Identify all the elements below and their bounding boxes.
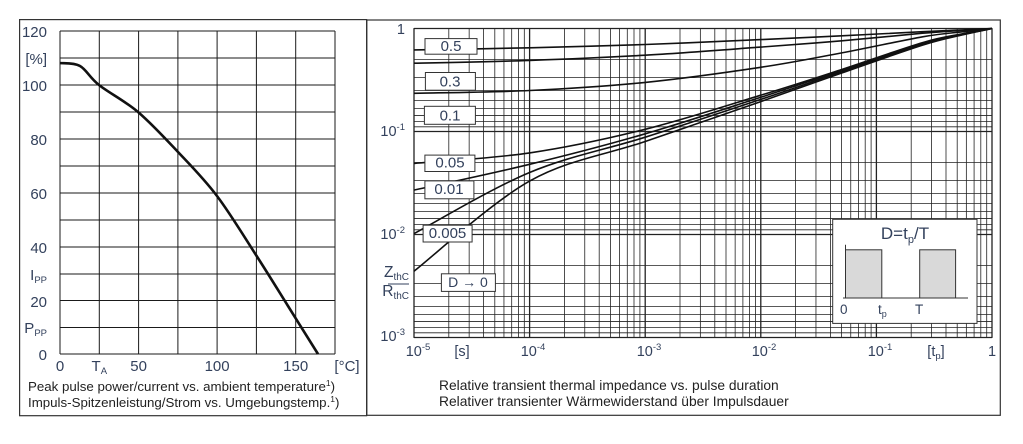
svg-text:IPP: IPP (30, 267, 47, 286)
svg-text:10-2: 10-2 (380, 225, 405, 243)
svg-text:Relativer transienter Wärmewid: Relativer transienter Wärmewiderstand üb… (439, 394, 789, 409)
svg-text:80: 80 (30, 132, 47, 149)
svg-text:10-2: 10-2 (752, 342, 777, 360)
svg-text:1: 1 (988, 344, 996, 360)
svg-text:[s]: [s] (454, 344, 469, 360)
svg-text:0.1: 0.1 (440, 108, 461, 125)
svg-text:Relative transient thermal imp: Relative transient thermal impedance vs.… (439, 378, 779, 393)
svg-text:20: 20 (30, 294, 47, 311)
svg-text:50: 50 (130, 358, 147, 375)
svg-text:0.3: 0.3 (440, 74, 461, 91)
svg-text:0.005: 0.005 (429, 225, 467, 242)
svg-text:0: 0 (840, 302, 848, 317)
svg-text:0.5: 0.5 (441, 38, 462, 55)
svg-text:PPP: PPP (24, 320, 47, 339)
svg-text:0.05: 0.05 (435, 154, 464, 171)
svg-text:10-3: 10-3 (637, 342, 662, 360)
svg-text:150: 150 (283, 358, 308, 375)
svg-text:10-4: 10-4 (521, 342, 546, 360)
svg-text:100: 100 (22, 78, 47, 95)
svg-text:T: T (915, 302, 923, 317)
svg-text:10-5: 10-5 (406, 342, 431, 360)
svg-text:60: 60 (30, 186, 47, 203)
svg-text:10-1: 10-1 (380, 122, 405, 140)
svg-text:TA: TA (92, 358, 108, 377)
svg-text:0: 0 (39, 347, 47, 364)
svg-text:0.01: 0.01 (434, 181, 463, 198)
svg-text:40: 40 (30, 240, 47, 257)
svg-text:[°C]: [°C] (334, 358, 359, 375)
svg-text:RthC: RthC (382, 283, 409, 302)
svg-text:100: 100 (205, 358, 230, 375)
svg-text:[tp]: [tp] (927, 344, 944, 362)
svg-text:Impuls-Spitzenleistung/Strom v: Impuls-Spitzenleistung/Strom vs. Umgebun… (28, 394, 339, 410)
svg-text:D=tp/T: D=tp/T (881, 224, 929, 246)
svg-text:0: 0 (56, 358, 64, 375)
svg-text:1: 1 (397, 22, 405, 38)
svg-text:D → 0: D → 0 (448, 274, 488, 290)
svg-text:120: 120 (22, 24, 47, 41)
svg-text:10-1: 10-1 (868, 342, 893, 360)
svg-text:10-3: 10-3 (380, 327, 405, 345)
svg-text:Peak pulse power/current vs. a: Peak pulse power/current vs. ambient tem… (28, 378, 335, 394)
svg-text:[%]: [%] (25, 51, 47, 68)
svg-text:ZthC: ZthC (384, 264, 409, 283)
